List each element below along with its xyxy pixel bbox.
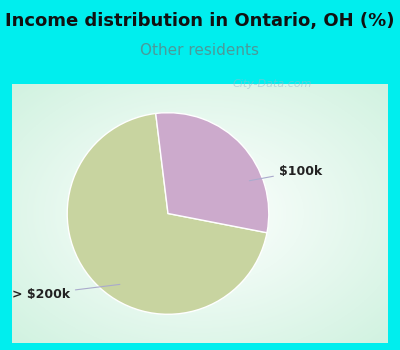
Text: Other residents: Other residents	[140, 43, 260, 58]
Text: $100k: $100k	[249, 164, 322, 181]
Text: > $200k: > $200k	[12, 285, 120, 301]
Text: Income distribution in Ontario, OH (%): Income distribution in Ontario, OH (%)	[5, 12, 395, 30]
Text: City-Data.com: City-Data.com	[232, 79, 312, 89]
Wedge shape	[156, 113, 269, 233]
Wedge shape	[67, 113, 267, 314]
